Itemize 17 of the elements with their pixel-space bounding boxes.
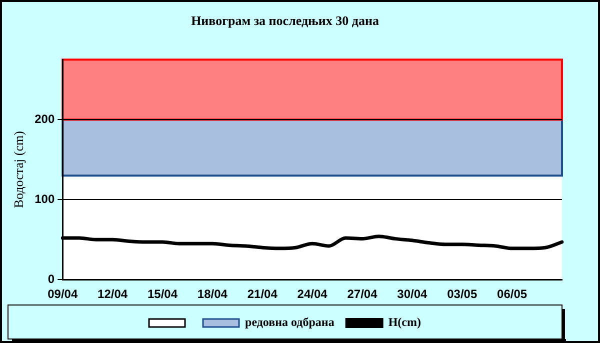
- x-tick-label: 24/04: [297, 287, 328, 302]
- x-tick-label: 09/04: [48, 287, 78, 302]
- x-tick-label: 21/04: [247, 287, 278, 302]
- x-tick-label: 06/05: [497, 287, 528, 302]
- chart-title: Нивограм за последњих 30 дана: [191, 13, 380, 28]
- legend-label: редовна одбрана: [245, 315, 334, 330]
- legend-label: H(cm): [388, 315, 421, 330]
- y-tick-label: 0: [48, 272, 55, 286]
- y-tick-label: 100: [34, 192, 55, 206]
- x-tick-label: 03/05: [447, 287, 478, 302]
- y-axis-title: Водостај (cm): [11, 131, 26, 208]
- x-tick-label: 27/04: [347, 287, 378, 302]
- y-tick-label: 200: [34, 112, 55, 126]
- x-tick-label: 18/04: [197, 287, 228, 302]
- x-tick-label: 12/04: [98, 287, 128, 302]
- x-tick-label: 15/04: [147, 287, 178, 302]
- x-tick-label: 30/04: [397, 287, 428, 302]
